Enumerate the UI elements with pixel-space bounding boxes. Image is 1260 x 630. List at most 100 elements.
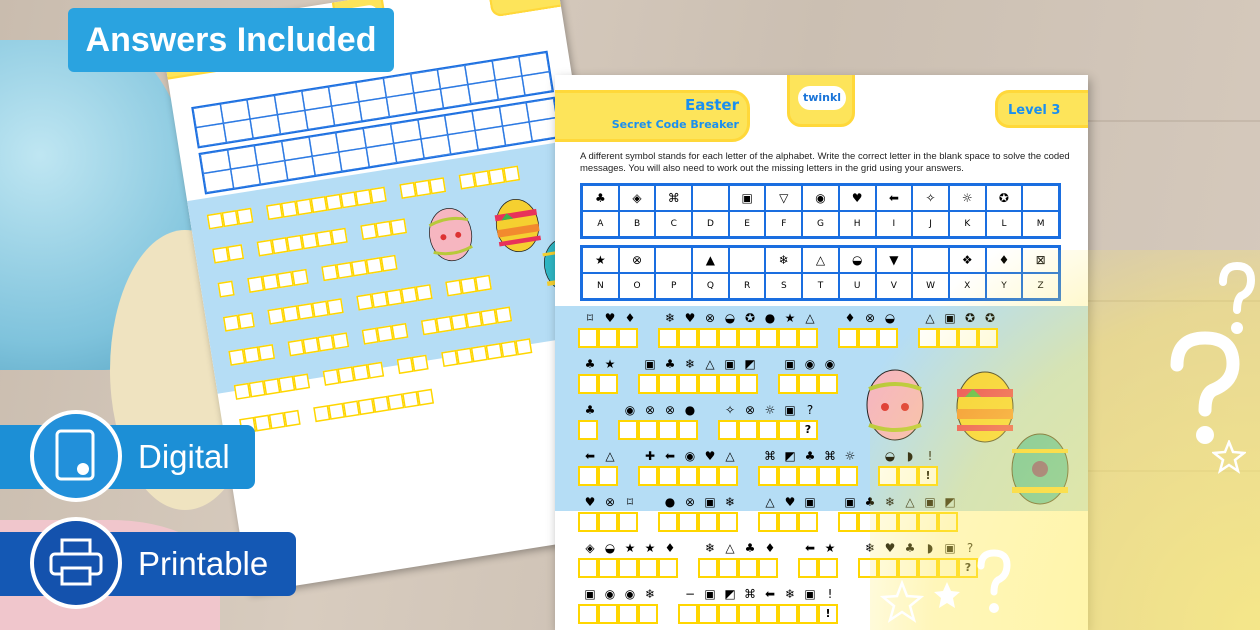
answer-box[interactable] bbox=[838, 512, 858, 532]
answer-box[interactable] bbox=[678, 328, 698, 348]
answer-box[interactable]: ! bbox=[818, 604, 838, 624]
answer-box[interactable] bbox=[578, 512, 598, 532]
letter-slot bbox=[474, 262, 493, 292]
coded-word: ▣ ◉ ◉ bbox=[778, 357, 840, 394]
answer-box[interactable] bbox=[798, 512, 818, 532]
answer-box[interactable] bbox=[718, 558, 738, 578]
code-symbol: ⊗ bbox=[664, 403, 676, 417]
answer-box[interactable] bbox=[618, 420, 638, 440]
answer-box[interactable] bbox=[678, 512, 698, 532]
answer-box[interactable] bbox=[758, 558, 778, 578]
answer-box[interactable] bbox=[698, 604, 718, 624]
answer-box[interactable] bbox=[658, 558, 678, 578]
answer-box[interactable] bbox=[738, 604, 758, 624]
answer-box[interactable] bbox=[698, 512, 718, 532]
answer-box[interactable] bbox=[698, 328, 718, 348]
answer-box[interactable] bbox=[738, 328, 758, 348]
answer-box[interactable] bbox=[718, 420, 738, 440]
answer-box[interactable] bbox=[718, 604, 738, 624]
answer-box[interactable] bbox=[778, 512, 798, 532]
answer-box[interactable] bbox=[818, 466, 838, 486]
answer-box[interactable] bbox=[618, 328, 638, 348]
answer-box[interactable] bbox=[678, 466, 698, 486]
code-symbol: ⬅ bbox=[664, 449, 676, 463]
grid-letter-cell: C bbox=[655, 211, 693, 237]
answer-box[interactable] bbox=[638, 604, 658, 624]
code-symbol: ⌘ bbox=[744, 587, 756, 601]
letter-slot: ▣ bbox=[718, 357, 740, 394]
answer-box[interactable] bbox=[698, 558, 718, 578]
answer-box[interactable] bbox=[718, 466, 738, 486]
answer-box[interactable] bbox=[638, 420, 658, 440]
answer-box[interactable] bbox=[718, 374, 738, 394]
coded-word bbox=[445, 262, 494, 297]
answer-box[interactable] bbox=[598, 328, 618, 348]
coded-word: ✧ ⊗ ☼ ▣?? bbox=[718, 403, 820, 440]
answer-box[interactable] bbox=[658, 328, 678, 348]
answer-box[interactable] bbox=[578, 604, 598, 624]
answer-box[interactable] bbox=[658, 512, 678, 532]
answer-box[interactable] bbox=[598, 512, 618, 532]
answer-box[interactable] bbox=[758, 328, 778, 348]
answer-box[interactable] bbox=[678, 374, 698, 394]
answer-box[interactable] bbox=[678, 604, 698, 624]
answer-box[interactable] bbox=[638, 374, 658, 394]
code-symbol: ? bbox=[806, 403, 814, 417]
answer-box[interactable] bbox=[618, 604, 638, 624]
answer-box[interactable] bbox=[778, 328, 798, 348]
answer-box[interactable] bbox=[578, 328, 598, 348]
code-symbol: ⌘ bbox=[824, 449, 836, 463]
answer-box[interactable] bbox=[578, 374, 598, 394]
answer-box[interactable] bbox=[698, 374, 718, 394]
answer-box[interactable] bbox=[638, 466, 658, 486]
answer-box[interactable] bbox=[698, 466, 718, 486]
answer-box[interactable] bbox=[778, 466, 798, 486]
coded-word: ❄ ♥ ⊗ ◒ ✪ ● ★ △ bbox=[658, 311, 820, 348]
answer-box[interactable] bbox=[758, 604, 778, 624]
answer-box[interactable] bbox=[818, 558, 838, 578]
coded-word: ● ⊗ ▣ ❄ bbox=[658, 495, 740, 532]
answer-box[interactable] bbox=[638, 558, 658, 578]
answer-box bbox=[428, 177, 447, 195]
coded-word: ◉ ⊗ ⊗ ● bbox=[618, 403, 700, 440]
answer-box[interactable] bbox=[758, 466, 778, 486]
answer-box[interactable] bbox=[798, 328, 818, 348]
answer-box[interactable] bbox=[718, 512, 738, 532]
pink-egg-illustration bbox=[428, 208, 473, 262]
answer-box[interactable] bbox=[658, 466, 678, 486]
answer-box[interactable] bbox=[718, 328, 738, 348]
answer-box[interactable]: ? bbox=[798, 420, 818, 440]
answer-box[interactable] bbox=[578, 558, 598, 578]
answer-box[interactable] bbox=[658, 420, 678, 440]
answer-box[interactable] bbox=[758, 420, 778, 440]
grid-symbol-cell bbox=[692, 185, 729, 211]
answer-box[interactable] bbox=[838, 328, 858, 348]
code-symbol: ▣ bbox=[644, 357, 656, 371]
answer-box[interactable] bbox=[618, 512, 638, 532]
coded-word: ⬅ ★ bbox=[798, 541, 840, 578]
answer-box[interactable] bbox=[598, 466, 618, 486]
answer-box[interactable] bbox=[658, 374, 678, 394]
answer-box[interactable] bbox=[798, 558, 818, 578]
coded-word: ✚ ⬅ ◉ ♥ △ bbox=[638, 449, 740, 486]
answer-box[interactable] bbox=[618, 558, 638, 578]
answer-box[interactable] bbox=[758, 512, 778, 532]
answer-box[interactable] bbox=[598, 558, 618, 578]
answer-box[interactable] bbox=[598, 604, 618, 624]
answer-box[interactable] bbox=[578, 466, 598, 486]
answer-box[interactable] bbox=[818, 374, 838, 394]
answer-box[interactable] bbox=[778, 420, 798, 440]
answer-box[interactable] bbox=[738, 558, 758, 578]
answer-box[interactable] bbox=[798, 374, 818, 394]
letter-slot: ▣ bbox=[798, 587, 820, 624]
answer-box[interactable] bbox=[678, 420, 698, 440]
answer-box[interactable] bbox=[798, 604, 818, 624]
answer-box[interactable] bbox=[778, 604, 798, 624]
answer-box[interactable] bbox=[738, 420, 758, 440]
answer-box[interactable] bbox=[798, 466, 818, 486]
answer-box[interactable] bbox=[738, 374, 758, 394]
answer-box[interactable] bbox=[778, 374, 798, 394]
answer-box[interactable] bbox=[578, 420, 598, 440]
answer-box[interactable] bbox=[838, 466, 858, 486]
answer-box[interactable] bbox=[598, 374, 618, 394]
